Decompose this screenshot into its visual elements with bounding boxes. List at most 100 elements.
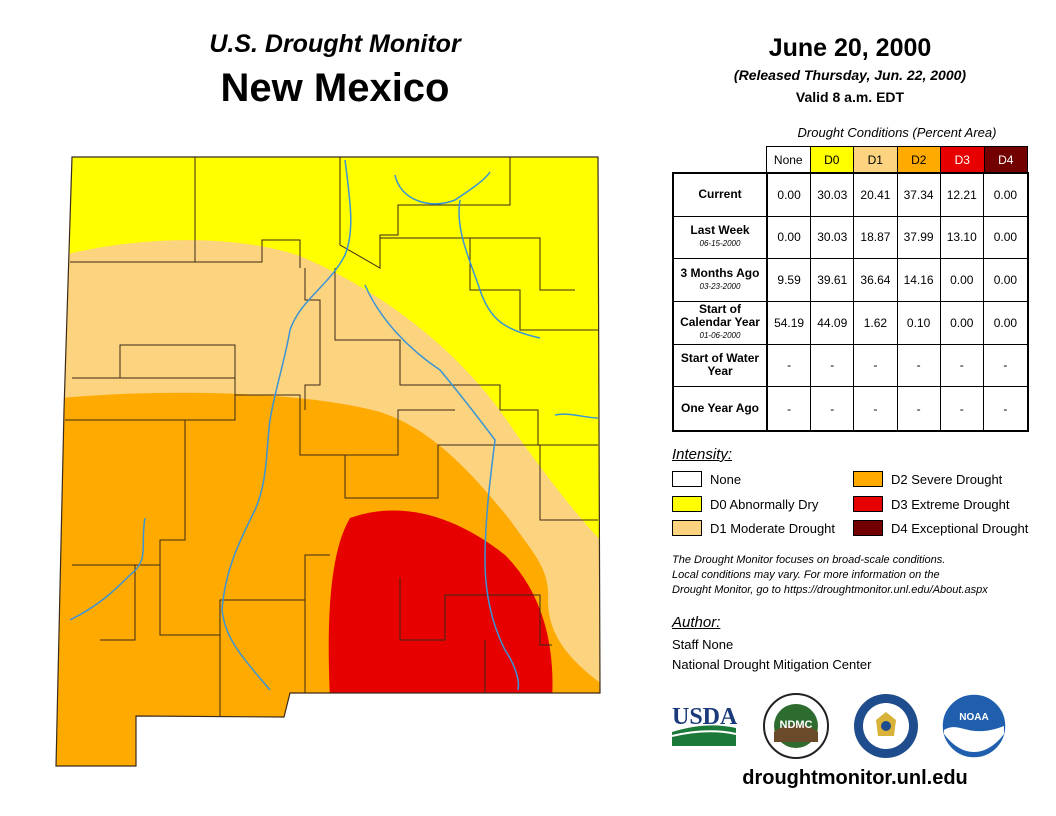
logos-row: USDA NDMC NOAA: [671, 693, 1007, 759]
table-cell: -: [897, 344, 941, 388]
table-cell: 14.16: [897, 259, 941, 302]
row-label: 3 Months Ago 03-23-2000: [674, 259, 768, 302]
row-label-text: Last Week: [690, 223, 750, 238]
table-cell: -: [811, 387, 855, 430]
note-line: The Drought Monitor focuses on broad-sca…: [672, 554, 946, 566]
table-cell: 37.99: [897, 216, 941, 260]
legend-swatch: [853, 471, 883, 487]
table-cell: 36.64: [854, 259, 898, 302]
table-cell: 0.00: [768, 216, 812, 260]
table-cell: 0.00: [940, 302, 984, 345]
table-cell: 44.09: [811, 302, 855, 345]
table-cell: -: [1003, 401, 1008, 416]
row-label: Start of Calendar Year 01-06-2000: [674, 302, 768, 345]
table-cell: -: [898, 387, 941, 430]
author-name: Staff None: [672, 637, 734, 652]
table-cell: -: [768, 344, 812, 388]
table-cell: 0.00: [983, 174, 1027, 217]
table-caption: Drought Conditions (Percent Area): [797, 125, 997, 140]
table-cell: 18.87: [854, 216, 898, 260]
new-mexico-map: [55, 156, 601, 767]
table-cell: 30.03: [811, 216, 855, 260]
table-cell: 1.62: [854, 302, 898, 345]
row-label-text: One Year Ago: [680, 401, 760, 416]
county-boundaries: [65, 157, 598, 720]
row-label: Start of Water Year: [674, 344, 768, 388]
release-date: (Released Thursday, Jun. 22, 2000): [733, 67, 967, 83]
table-cell: 0.00: [983, 302, 1027, 345]
table-cell: 0.00: [983, 259, 1027, 302]
legend-swatch: [672, 520, 702, 536]
legend-item: None: [672, 470, 741, 488]
row-label-text: 3 Months Ago: [680, 266, 760, 281]
map-subtitle: U.S. Drought Monitor: [209, 30, 461, 58]
doc-seal: [854, 694, 918, 758]
col-d3: D3: [940, 147, 984, 172]
map-title: New Mexico: [220, 66, 450, 110]
table-cell: 12.21: [940, 174, 984, 217]
table-cell: -: [811, 344, 855, 388]
table-cell: 9.59: [768, 259, 812, 302]
table-cell: 37.34: [897, 174, 941, 217]
table-cell: -: [854, 387, 898, 430]
table-cell: 30.03: [811, 174, 855, 217]
legend-item: D2 Severe Drought: [853, 470, 1002, 488]
table-header: None D0 D1 D2 D3 D4: [766, 146, 1028, 172]
row-label: One Year Ago: [674, 387, 768, 430]
legend-swatch: [853, 496, 883, 512]
legend-label: None: [710, 471, 742, 487]
table-cell: 20.41: [854, 174, 898, 217]
map-date: June 20, 2000: [768, 34, 932, 62]
row-label-text: Start of Calendar Year: [680, 302, 760, 330]
legend-swatch: [672, 496, 702, 512]
legend-swatch: [853, 520, 883, 536]
table-cell: 39.61: [811, 259, 855, 302]
noaa-logo: NOAA: [941, 693, 1007, 759]
table-cell: 0.10: [897, 302, 941, 345]
table-cell: -: [941, 387, 984, 430]
state-outline: [55, 156, 601, 767]
col-d2: D2: [896, 147, 940, 172]
legend-item: D1 Moderate Drought: [672, 519, 835, 537]
intensity-title: Intensity:: [672, 446, 733, 463]
legend-item: D4 Exceptional Drought: [853, 519, 1028, 537]
table-cell: -: [940, 344, 984, 388]
ndmc-text: NDMC: [780, 719, 813, 731]
table-cell: -: [768, 387, 812, 430]
legend-swatch: [672, 471, 702, 487]
legend-label: D4 Exceptional Drought: [891, 520, 1029, 536]
legend-item: D0 Abnormally Dry: [672, 495, 818, 513]
note-line: Local conditions may vary. For more info…: [672, 569, 940, 581]
author-org: National Drought Mitigation Center: [672, 657, 872, 672]
author-title: Author:: [672, 614, 721, 631]
note-line: Drought Monitor, go to https://droughtmo…: [672, 584, 988, 596]
d3-region: [328, 510, 553, 700]
col-d4: D4: [983, 147, 1027, 172]
row-label-text: Current: [698, 187, 742, 202]
ndmc-logo: NDMC: [763, 693, 829, 759]
col-d0: D0: [809, 147, 853, 172]
conditions-table: Current 0.00 30.03 20.41 37.34 12.21 0.00 Last …: [672, 172, 1029, 432]
website-link[interactable]: droughtmonitor.unl.edu: [742, 767, 968, 789]
legend-item: D3 Extreme Drought: [853, 495, 1010, 513]
col-d1: D1: [853, 147, 897, 172]
row-date: 01-06-2000: [699, 331, 741, 341]
legend-label: D2 Severe Drought: [891, 471, 1003, 487]
rivers: [69, 159, 599, 691]
valid-time: Valid 8 a.m. EDT: [795, 89, 905, 105]
table-cell: -: [983, 345, 1027, 388]
legend-label: D3 Extreme Drought: [891, 496, 1010, 512]
row-label: Last Week 06-15-2000: [674, 216, 768, 260]
table-cell: 0.00: [983, 217, 1027, 260]
noaa-text: NOAA: [959, 712, 988, 723]
table-cell: 0.00: [768, 174, 812, 217]
disclaimer-note: The Drought Monitor focuses on broad-sca…: [672, 553, 1042, 598]
table-cell: -: [854, 344, 898, 388]
table-cell: 13.10: [940, 216, 984, 260]
col-none: None: [767, 147, 810, 172]
usda-logo: USDA: [671, 704, 738, 746]
row-label: Current: [674, 174, 768, 217]
table-cell: 0.00: [940, 259, 984, 302]
row-date: 03-23-2000: [699, 282, 741, 292]
row-date: 06-15-2000: [699, 239, 741, 249]
